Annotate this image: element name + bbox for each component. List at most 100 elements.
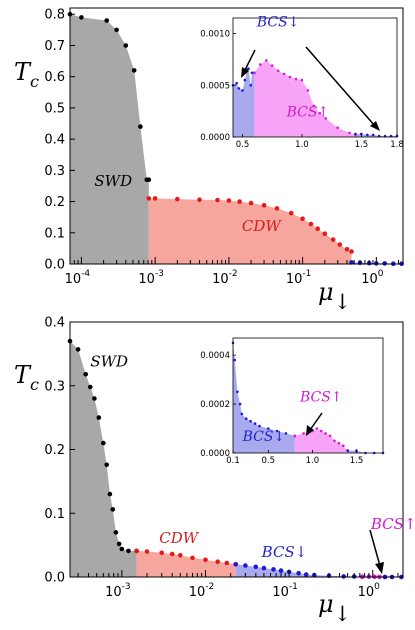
top-region-label-swd: SWD	[94, 172, 132, 190]
bottom-bcs-down-point	[341, 574, 347, 579]
bottom-inset-bcs-down-point	[258, 424, 261, 428]
top-y-tick-label: 0.4	[44, 133, 65, 148]
bottom-swd-point	[116, 541, 122, 547]
top-cdw-point	[152, 196, 158, 201]
top-cdw-point	[248, 200, 254, 206]
top-inset-bcs-up-point	[253, 71, 256, 75]
top-swd-point	[79, 15, 84, 20]
top-inset-bcs-down-point	[235, 81, 238, 85]
top-inset-bcs-down-point	[237, 87, 241, 90]
bottom-inset-bcs-down-point	[233, 358, 237, 362]
top-cdw-point	[261, 203, 267, 208]
top-inset-y-tick-label: 0.0005	[200, 81, 230, 91]
bottom-inset-bcs-down-point	[244, 417, 248, 421]
bottom-cdw-point	[134, 548, 139, 554]
bottom-cdw-point	[144, 549, 150, 554]
top-inset-frame	[232, 17, 398, 138]
top-inset-arrow-right	[305, 46, 376, 127]
top-bcs-down-point	[382, 261, 388, 266]
top-inset-bcs-up-point	[294, 77, 298, 81]
bottom-bcs-down-point	[271, 567, 276, 572]
top-inset-bcs-up-point	[265, 59, 268, 62]
bottom-inset-bcs-down-point	[267, 427, 270, 430]
top-y-tick-label: 0.6	[44, 70, 65, 85]
bottom-bcs-down-point	[233, 562, 238, 567]
top-cdw-area-1	[148, 198, 352, 264]
bottom-inset-frame	[232, 337, 384, 454]
top-plot-frame	[69, 7, 404, 265]
bottom-inset-bcs-up-area-1	[294, 428, 348, 453]
bottom-inset-bcs-up-point	[302, 432, 305, 435]
top-inset-bcs-up-point	[300, 78, 304, 82]
bottom-swd-point	[96, 415, 102, 420]
top-cdw-point	[175, 196, 180, 202]
bottom-y-tick-label: 0.0	[44, 571, 65, 586]
top-cdw-point	[349, 249, 354, 254]
bottom-bcs-down-point	[303, 572, 309, 577]
bottom-inset-bcs-up-point	[319, 429, 323, 433]
top-cdw-point	[226, 198, 232, 203]
top-x-tick-label: 10-4	[65, 269, 91, 287]
top-inset-x-tick-label: 1.8	[390, 140, 404, 150]
bottom-y-tick-label: 0.2	[44, 443, 65, 458]
top-inset-bcs-down-area-2	[355, 133, 397, 137]
bottom-swd-point	[126, 548, 131, 554]
top-cdw-point	[315, 226, 321, 231]
bottom-cdw-point	[159, 550, 164, 556]
bottom-inset-bcs-down-point	[275, 429, 279, 433]
top-inset-bcs-up-area-1	[254, 60, 356, 137]
bottom-swd-point	[107, 491, 113, 497]
bottom-inset-arrow	[306, 412, 323, 436]
bottom-swd-point	[104, 462, 109, 468]
top-inset-bcs-up-point	[270, 64, 274, 67]
bottom-inset-bcs-down-point	[249, 419, 252, 423]
top-inset-bcs-down-point	[249, 84, 253, 87]
top-inset-arrows	[241, 46, 380, 131]
bottom-bcs-down-point	[296, 570, 301, 576]
top-swd-point	[114, 27, 119, 33]
top-inset-arrowhead-left	[241, 67, 249, 78]
bottom-inset-bcs-up-point	[328, 434, 332, 438]
bottom-inset-x-tick-label: 1.0	[306, 456, 320, 466]
bottom-swd-area-0	[70, 341, 137, 577]
top-y-axis-label: Tc	[14, 58, 39, 91]
top-cdw-point	[274, 206, 280, 211]
top-inset-bcs-down-point	[354, 132, 357, 136]
bottom-y-axis-label-sub: c	[30, 375, 39, 394]
top-cdw-point	[330, 237, 336, 242]
bottom-y-tick-label: 0.4	[44, 316, 65, 331]
top-cdw-point	[300, 216, 305, 221]
top-inset-bcs-up-point	[288, 75, 292, 79]
top-cdw-point	[308, 221, 314, 227]
bottom-swd-point	[88, 384, 93, 390]
top-inset-arrowhead-right	[370, 121, 380, 131]
bottom-inset-bcs-down-point	[238, 402, 242, 406]
top-inset-bcs-up-point	[259, 63, 262, 66]
top-cdw-point	[344, 247, 350, 252]
top-inset-bcs-up-point	[276, 69, 280, 73]
bottom-inset-bcs-down-point	[240, 412, 244, 416]
bottom-bcs-down-point	[261, 565, 267, 571]
top-swd-area-0	[70, 14, 149, 265]
top-inset-bcs-up-point	[348, 131, 351, 135]
bottom-inset-x-tick-label: 0.5	[262, 456, 276, 466]
top-x-tick-label: 10-1	[286, 269, 312, 287]
top-x-tick-label: 10-3	[138, 269, 164, 287]
bottom-region-label-cdw: CDW	[159, 529, 200, 547]
bottom-inset-bcs-down-point	[346, 449, 350, 452]
top-inset-y-tick-label: 0.0010	[200, 30, 230, 40]
top-cdw-point	[197, 197, 202, 202]
bottom-inset-bcs-down-point	[284, 432, 288, 435]
bottom-inset-y-tick-label: 0.0004	[200, 351, 230, 361]
bottom-inset-bcs-down-point	[253, 422, 257, 425]
top-y-axis-label-sub: c	[30, 72, 39, 91]
top-inset-bcs-down-point	[241, 89, 244, 92]
top-inset-x-tick-label: 1.0	[295, 140, 309, 150]
top-cdw-point	[215, 197, 220, 203]
top-inset-x-tick-label: 1.5	[355, 140, 369, 150]
top-inset-bcs-down-point	[243, 78, 247, 82]
bottom-swd-point	[92, 396, 97, 401]
bottom-inset-bcs-up-point	[293, 434, 297, 438]
top-y-tick-label: 0.7	[44, 39, 65, 54]
